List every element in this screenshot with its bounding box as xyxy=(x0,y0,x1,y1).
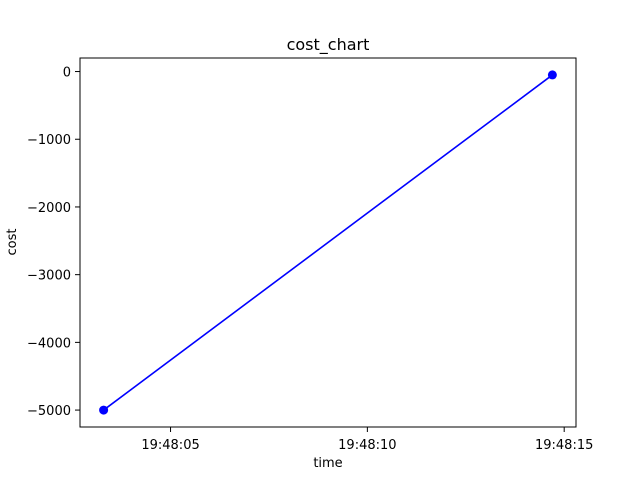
x-tick-label: 19:48:15 xyxy=(535,438,593,453)
axes-frame xyxy=(79,57,577,428)
y-tick-label: −2000 xyxy=(27,201,71,216)
y-tick-label: −4000 xyxy=(27,336,71,351)
plot-area xyxy=(99,70,557,415)
chart-title: cost_chart xyxy=(287,35,370,55)
y-tick-label: −3000 xyxy=(27,269,71,284)
series-line xyxy=(103,74,553,411)
y-axis: 0 −1000 −2000 −3000 −4000 −5000 xyxy=(27,66,80,419)
x-tick-label: 19:48:05 xyxy=(141,438,199,453)
y-tick-label: −5000 xyxy=(27,404,71,419)
data-point xyxy=(99,405,109,415)
x-axis-label: time xyxy=(313,456,342,471)
y-axis-label: cost xyxy=(5,229,20,256)
y-tick-label: 0 xyxy=(63,66,71,81)
y-tick-label: −1000 xyxy=(27,133,71,148)
x-tick-label: 19:48:10 xyxy=(338,438,396,453)
x-axis: 19:48:05 19:48:10 19:48:15 xyxy=(141,427,593,453)
data-point xyxy=(547,70,557,80)
